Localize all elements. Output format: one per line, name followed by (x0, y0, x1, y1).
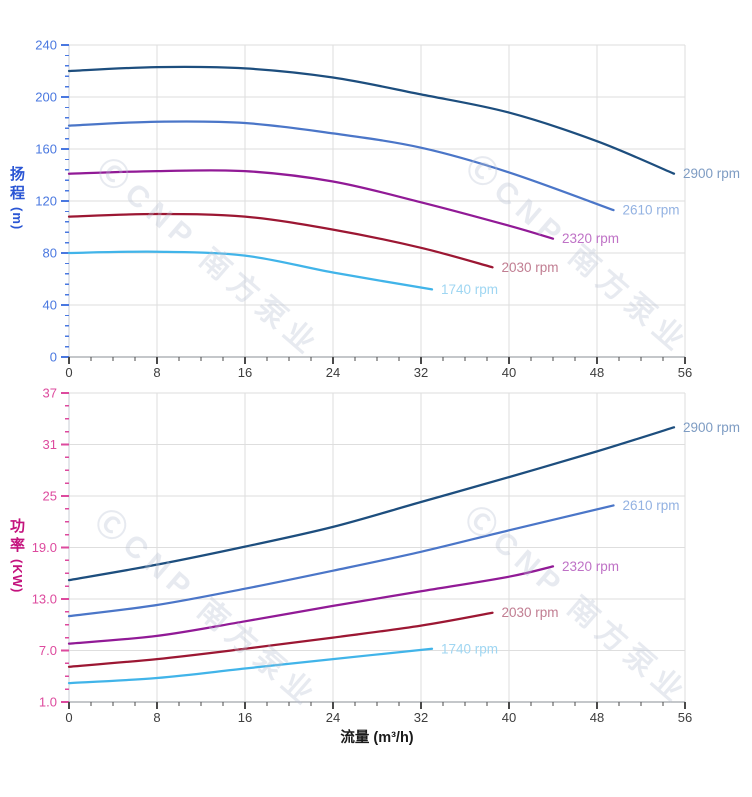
series-label-2610-rpm: 2610 rpm (623, 498, 680, 513)
x-tick-label: 0 (65, 365, 72, 380)
curve-2320-rpm (67, 565, 555, 645)
head-curve-chart: 0 40 80 120 160 200 240 0 8 16 24 32 40 48 56 2900 rpm 2… (35, 38, 740, 381)
x-tick-label: 16 (238, 710, 252, 725)
x-tick-label: 24 (326, 710, 340, 725)
series-label-2030-rpm: 2030 rpm (502, 605, 559, 620)
curve-2610-rpm (67, 120, 615, 212)
y-tick-label: 0 (50, 350, 57, 365)
curve-2320-rpm (67, 169, 555, 240)
x-tick-label: 56 (678, 710, 692, 725)
series-label-2900-rpm: 2900 rpm (683, 420, 740, 435)
x-tick-label: 48 (590, 365, 604, 380)
y-tick-label: 160 (35, 142, 57, 157)
curve-2610-rpm (67, 504, 615, 618)
y-tick-label: 37 (43, 386, 57, 401)
curve-2030-rpm (67, 212, 494, 269)
x-tick-label: 8 (153, 710, 160, 725)
x-tick-label: 16 (238, 365, 252, 380)
x-tick-label: 56 (678, 365, 692, 380)
y-tick-label: 31 (43, 437, 57, 452)
series-label-2030-rpm: 2030 rpm (502, 260, 559, 275)
series-label-2900-rpm: 2900 rpm (683, 166, 740, 181)
x-tick-label: 40 (502, 365, 516, 380)
y-tick-label: 80 (43, 246, 57, 261)
series-label-1740-rpm: 1740 rpm (441, 641, 498, 656)
y-tick-label: 40 (43, 298, 57, 313)
y-tick-label: 19.0 (32, 540, 57, 555)
series-label-1740-rpm: 1740 rpm (441, 282, 498, 297)
x-tick-label: 24 (326, 365, 340, 380)
curve-2030-rpm (67, 611, 494, 668)
y-tick-label: 13.0 (32, 592, 57, 607)
x-tick-label: 8 (153, 365, 160, 380)
y-tick-label: 7.0 (39, 643, 57, 658)
curve-1740-rpm (67, 647, 434, 685)
series-label-2320-rpm: 2320 rpm (562, 559, 619, 574)
power-curve-chart: 1.0 7.0 13.0 19.0 25 31 37 0 8 16 24 32 40 48 56 2900 r… (32, 386, 740, 726)
y-tick-label: 240 (35, 38, 57, 53)
y-tick-label: 25 (43, 489, 57, 504)
y-tick-label: 1.0 (39, 695, 57, 710)
curve-2900-rpm (67, 426, 676, 582)
series-label-2610-rpm: 2610 rpm (623, 203, 680, 218)
x-tick-label: 40 (502, 710, 516, 725)
x-tick-label: 0 (65, 710, 72, 725)
x-tick-label: 32 (414, 710, 428, 725)
y-tick-label: 200 (35, 90, 57, 105)
curve-1740-rpm (67, 250, 434, 291)
x-tick-label: 48 (590, 710, 604, 725)
curve-2900-rpm (67, 65, 676, 175)
y-tick-label: 120 (35, 194, 57, 209)
series-label-2320-rpm: 2320 rpm (562, 231, 619, 246)
x-tick-label: 32 (414, 365, 428, 380)
